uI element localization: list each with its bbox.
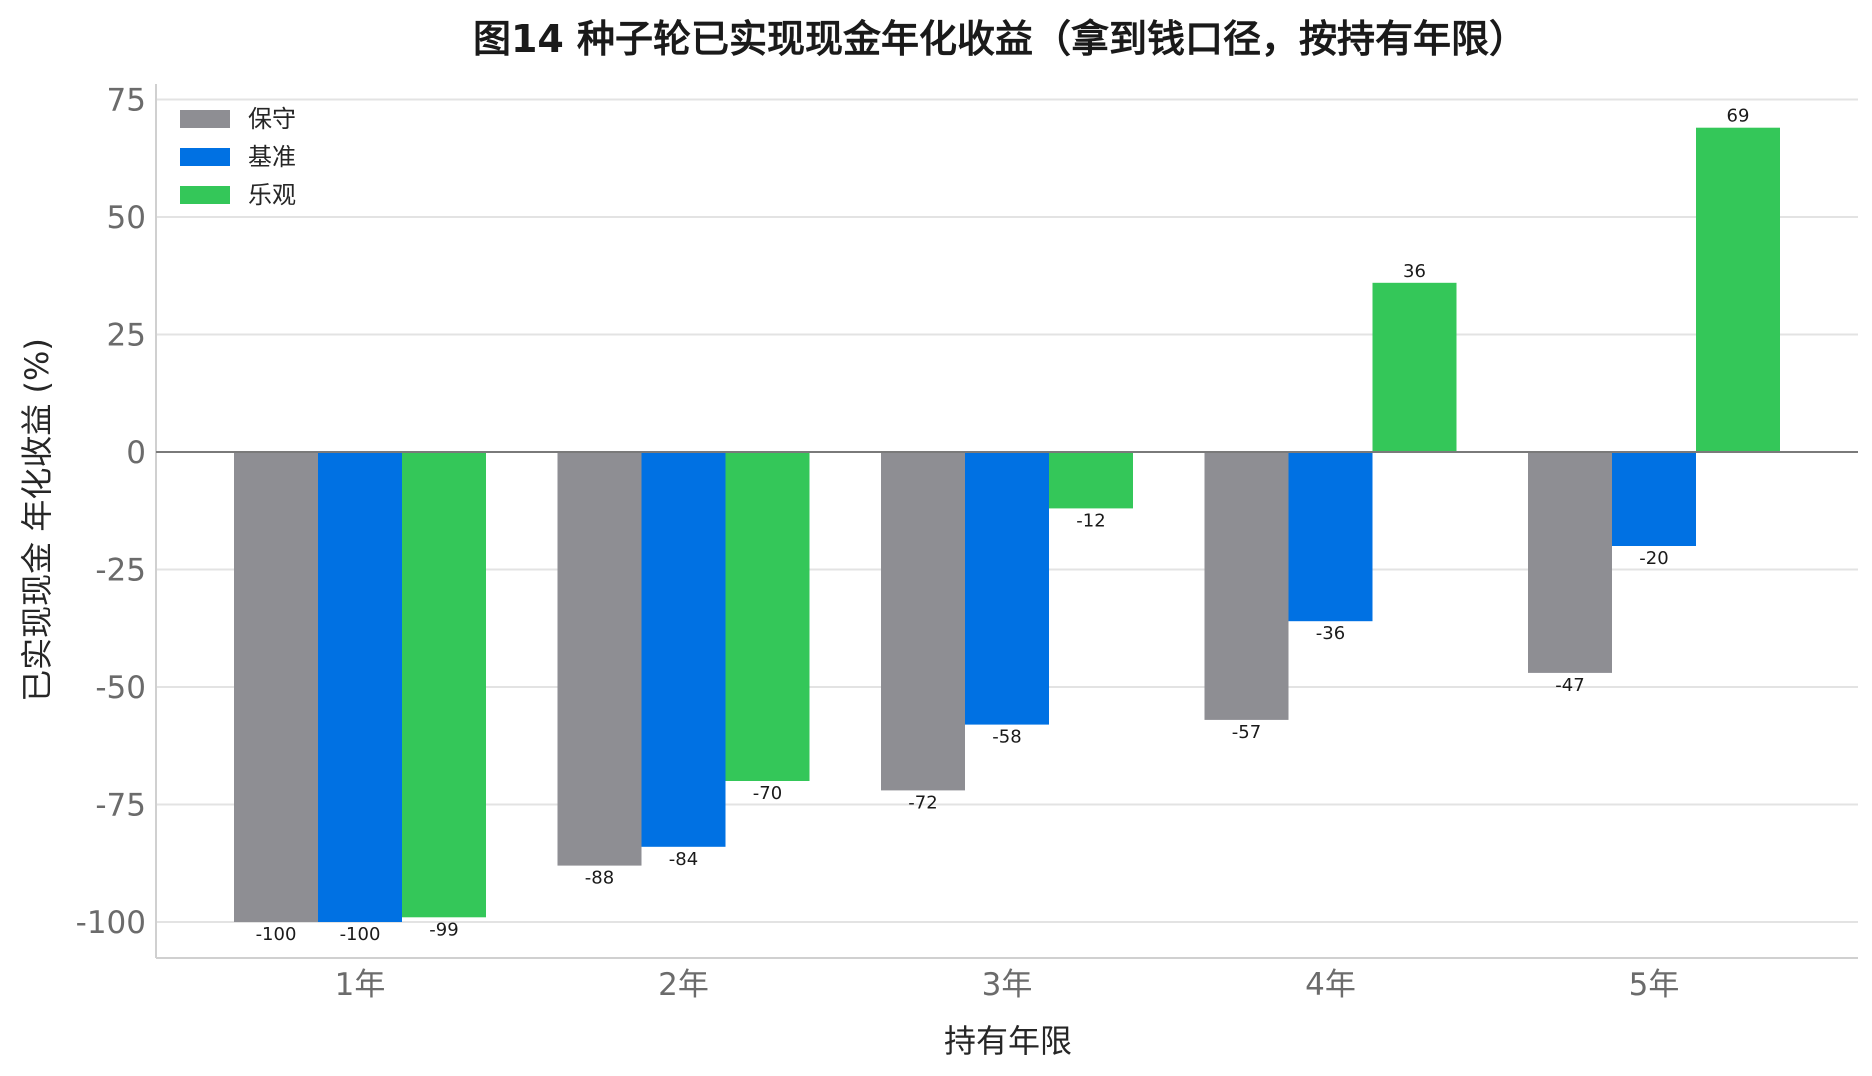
data-label: -58 xyxy=(992,727,1021,748)
y-tick-label: -50 xyxy=(95,670,146,706)
bar xyxy=(234,452,318,922)
y-tick-label: 25 xyxy=(107,318,146,354)
data-label: -36 xyxy=(1316,623,1345,644)
data-label: 36 xyxy=(1403,261,1426,282)
bar xyxy=(1528,452,1612,673)
data-label: -47 xyxy=(1555,675,1584,696)
legend-swatch xyxy=(180,148,230,166)
x-tick-label: 2年 xyxy=(658,967,709,1003)
bar xyxy=(1696,127,1780,452)
y-tick-label: -75 xyxy=(95,788,146,824)
x-tick-label: 5年 xyxy=(1629,967,1680,1003)
data-label: 69 xyxy=(1727,106,1750,127)
bar xyxy=(557,452,642,866)
y-tick-label: 75 xyxy=(107,83,146,119)
tick-labels-group: -100 -75 -50 -25 0 25 50 75 1年 2年 3年 4年 5年 xyxy=(76,83,1680,1004)
bar xyxy=(1204,452,1289,720)
y-axis-label: 已实现现金 年化收益 (%) xyxy=(18,338,56,702)
y-tick-label: 50 xyxy=(107,200,146,236)
data-label: -84 xyxy=(669,849,698,870)
x-tick-label: 3年 xyxy=(982,967,1033,1003)
bar xyxy=(1288,452,1373,622)
data-labels-group: -100 -100 -99 -88 -84 -70 -72 -58 -12 -57 -36 36 -47… xyxy=(256,106,1750,945)
data-label: -100 xyxy=(256,924,297,945)
data-label: -12 xyxy=(1076,510,1105,531)
bars-group xyxy=(234,127,1780,922)
chart-title: 图14 种子轮已实现现金年化收益（拿到钱口径，按持有年限） xyxy=(473,17,1527,61)
legend-swatch xyxy=(180,110,230,128)
bar xyxy=(1372,282,1457,452)
bar xyxy=(1049,452,1133,509)
x-tick-label: 4年 xyxy=(1305,967,1356,1003)
axes-group xyxy=(155,84,1858,959)
data-label: -70 xyxy=(753,783,782,804)
bar xyxy=(318,452,402,922)
legend-swatch xyxy=(180,186,230,204)
legend-label: 保守 xyxy=(248,105,296,133)
y-tick-label: 0 xyxy=(126,435,146,471)
y-tick-label: -100 xyxy=(76,905,146,941)
data-label: -20 xyxy=(1639,548,1668,569)
bar xyxy=(881,452,965,791)
bar xyxy=(641,452,726,847)
x-tick-label: 1年 xyxy=(335,967,386,1003)
data-label: -72 xyxy=(908,792,937,813)
legend-label: 基准 xyxy=(248,143,296,171)
data-label: -100 xyxy=(340,924,381,945)
data-label: -88 xyxy=(585,868,614,889)
x-axis-label: 持有年限 xyxy=(944,1022,1072,1060)
y-tick-label: -25 xyxy=(95,553,146,589)
bar xyxy=(965,452,1049,725)
bar xyxy=(402,452,486,918)
data-label: -57 xyxy=(1232,722,1261,743)
bar xyxy=(725,452,810,781)
legend-label: 乐观 xyxy=(248,181,296,209)
data-label: -99 xyxy=(429,919,458,940)
bar xyxy=(1612,452,1696,546)
